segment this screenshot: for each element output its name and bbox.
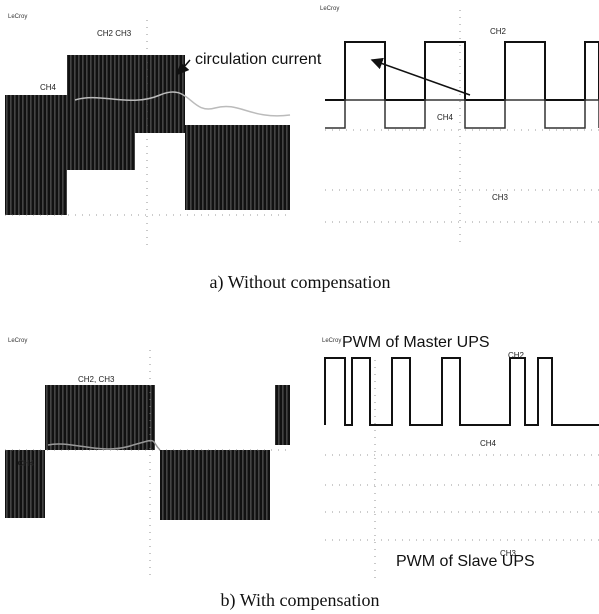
waveform-block: [185, 125, 290, 210]
arrow: [372, 60, 470, 95]
waveform-block: [45, 385, 155, 450]
channel-label: CH4: [437, 113, 454, 122]
annotation: PWM of Slave UPS: [396, 553, 535, 570]
scope-logo: LeCroy: [320, 6, 339, 12]
figure: LeCroy CH2 CH3 CH4 circulation current L…: [0, 0, 599, 614]
scope-logo: LeCroy: [8, 14, 27, 20]
drawing-layer: [5, 10, 599, 580]
scope-logo: LeCroy: [322, 338, 341, 344]
page: {"panel_a": { "left_scope": {"logo": "Le…: [0, 0, 599, 614]
channel-label: CH2, CH3: [78, 375, 115, 384]
channel-label: CH4: [18, 459, 35, 468]
waveform-block: [160, 450, 270, 520]
annotation: PWM of Master UPS: [342, 334, 490, 351]
channel-label: CH2: [508, 351, 525, 360]
waveform-block: [5, 95, 67, 215]
waveform-block: [67, 55, 185, 133]
channel-label: CH4: [40, 83, 57, 92]
caption: b) With compensation: [221, 590, 380, 611]
channel-label: CH3: [492, 193, 509, 202]
channel-label: CH2: [490, 27, 507, 36]
caption: a) Without compensation: [210, 272, 391, 293]
pulse-wave: [325, 358, 599, 425]
channel-label: CH4: [480, 439, 497, 448]
square-wave: [325, 42, 599, 100]
scope-logo: LeCroy: [8, 338, 27, 344]
waveform-block: [275, 385, 290, 445]
square-wave: [325, 100, 599, 128]
waveform-block: [67, 130, 135, 170]
channel-label: CH2 CH3: [97, 29, 132, 38]
annotation: circulation current: [195, 51, 322, 68]
